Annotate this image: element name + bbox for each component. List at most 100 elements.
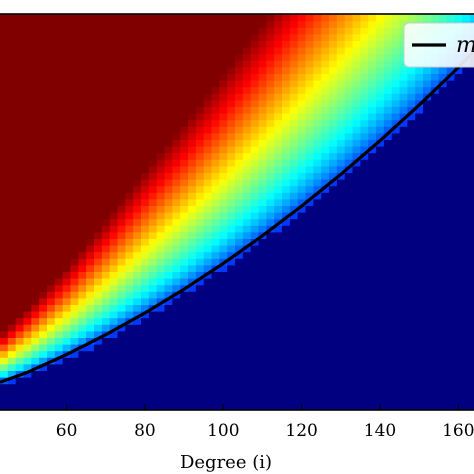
- heatmap-cell: [39, 14, 48, 22]
- heatmap-cell: [305, 80, 314, 88]
- heatmap-cell: [54, 126, 64, 134]
- heatmap-cell: [211, 172, 220, 180]
- heatmap-cell: [15, 304, 25, 312]
- heatmap-cell: [125, 291, 134, 299]
- heatmap-cell: [313, 139, 322, 147]
- heatmap-cell: [242, 60, 252, 68]
- heatmap-cell: [313, 73, 322, 81]
- heatmap-cell: [289, 311, 299, 319]
- heatmap-cell: [39, 99, 48, 107]
- heatmap-cell: [70, 33, 79, 41]
- heatmap-cell: [195, 231, 205, 239]
- heatmap-cell: [39, 93, 48, 101]
- heatmap-cell: [344, 99, 354, 107]
- heatmap-cell: [172, 198, 181, 206]
- heatmap-cell: [203, 106, 213, 114]
- heatmap-cell: [329, 403, 338, 410]
- heatmap-cell: [258, 80, 267, 88]
- heatmap-cell: [203, 33, 213, 41]
- heatmap-cell: [391, 311, 401, 319]
- heatmap-cell: [250, 297, 260, 305]
- heatmap-cell: [227, 132, 236, 140]
- heatmap-cell: [462, 291, 471, 299]
- heatmap-cell: [117, 231, 126, 239]
- heatmap-cell: [430, 172, 440, 180]
- heatmap-cell: [462, 86, 471, 94]
- heatmap-cell: [282, 40, 291, 48]
- heatmap-cell: [31, 317, 40, 325]
- heatmap-cell: [211, 179, 220, 187]
- heatmap-cell: [7, 119, 17, 127]
- heatmap-cell: [195, 390, 205, 398]
- heatmap-cell: [258, 271, 267, 279]
- heatmap-cell: [148, 132, 158, 140]
- heatmap-cell: [78, 20, 87, 28]
- heatmap-cell: [133, 126, 142, 134]
- heatmap-cell: [156, 337, 166, 345]
- heatmap-cell: [289, 357, 299, 365]
- heatmap-cell: [368, 330, 377, 338]
- heatmap-cell: [360, 146, 369, 154]
- heatmap-cell: [86, 271, 95, 279]
- heatmap-cell: [266, 165, 275, 173]
- heatmap-cell: [321, 119, 330, 127]
- heatmap-cell: [156, 27, 166, 35]
- heatmap-cell: [321, 47, 330, 55]
- heatmap-cell: [274, 258, 283, 266]
- heatmap-cell: [219, 192, 228, 200]
- heatmap-cell: [188, 251, 197, 259]
- heatmap-cell: [289, 33, 299, 41]
- heatmap-cell: [117, 278, 126, 286]
- heatmap-cell: [148, 278, 158, 286]
- heatmap-cell: [297, 80, 307, 88]
- heatmap-cell: [172, 132, 181, 140]
- heatmap-cell: [31, 271, 40, 279]
- heatmap-cell: [344, 377, 354, 385]
- heatmap-cell: [188, 93, 197, 101]
- heatmap-cell: [407, 304, 416, 312]
- heatmap-cell: [282, 60, 291, 68]
- heatmap-cell: [344, 80, 354, 88]
- heatmap-cell: [391, 126, 401, 134]
- heatmap-cell: [352, 179, 361, 187]
- heatmap-cell: [454, 271, 463, 279]
- heatmap-cell: [415, 14, 424, 22]
- heatmap-cell: [86, 218, 95, 226]
- heatmap-cell: [266, 80, 275, 88]
- heatmap-cell: [156, 344, 166, 352]
- heatmap-cell: [70, 291, 79, 299]
- heatmap-cell: [195, 93, 205, 101]
- heatmap-cell: [195, 238, 205, 246]
- heatmap-cell: [336, 159, 346, 167]
- heatmap-cell: [39, 139, 48, 147]
- heatmap-cell: [54, 139, 64, 147]
- heatmap-cell: [101, 27, 111, 35]
- heatmap-cell: [195, 165, 205, 173]
- heatmap-cell: [78, 225, 87, 233]
- heatmap-cell: [156, 403, 166, 410]
- heatmap-cell: [289, 185, 299, 193]
- heatmap-cell: [156, 93, 166, 101]
- heatmap-cell: [446, 192, 456, 200]
- heatmap-cell: [313, 284, 322, 292]
- heatmap-cell: [235, 80, 244, 88]
- heatmap-cell: [313, 344, 322, 352]
- heatmap-cell: [219, 238, 228, 246]
- heatmap-cell: [415, 139, 424, 147]
- heatmap-cell: [94, 317, 103, 325]
- heatmap-cell: [125, 396, 134, 404]
- heatmap-cell: [470, 192, 474, 200]
- heatmap-cell: [39, 297, 48, 305]
- heatmap-cell: [117, 14, 126, 22]
- heatmap-cell: [329, 132, 338, 140]
- heatmap-cell: [39, 165, 48, 173]
- heatmap-cell: [266, 231, 275, 239]
- heatmap-cell: [391, 86, 401, 94]
- heatmap-cell: [94, 291, 103, 299]
- heatmap-cell: [156, 357, 166, 365]
- heatmap-cell: [462, 238, 471, 246]
- heatmap-cell: [235, 304, 244, 312]
- heatmap-cell: [94, 139, 103, 147]
- heatmap-cell: [305, 27, 314, 35]
- heatmap-cell: [227, 271, 236, 279]
